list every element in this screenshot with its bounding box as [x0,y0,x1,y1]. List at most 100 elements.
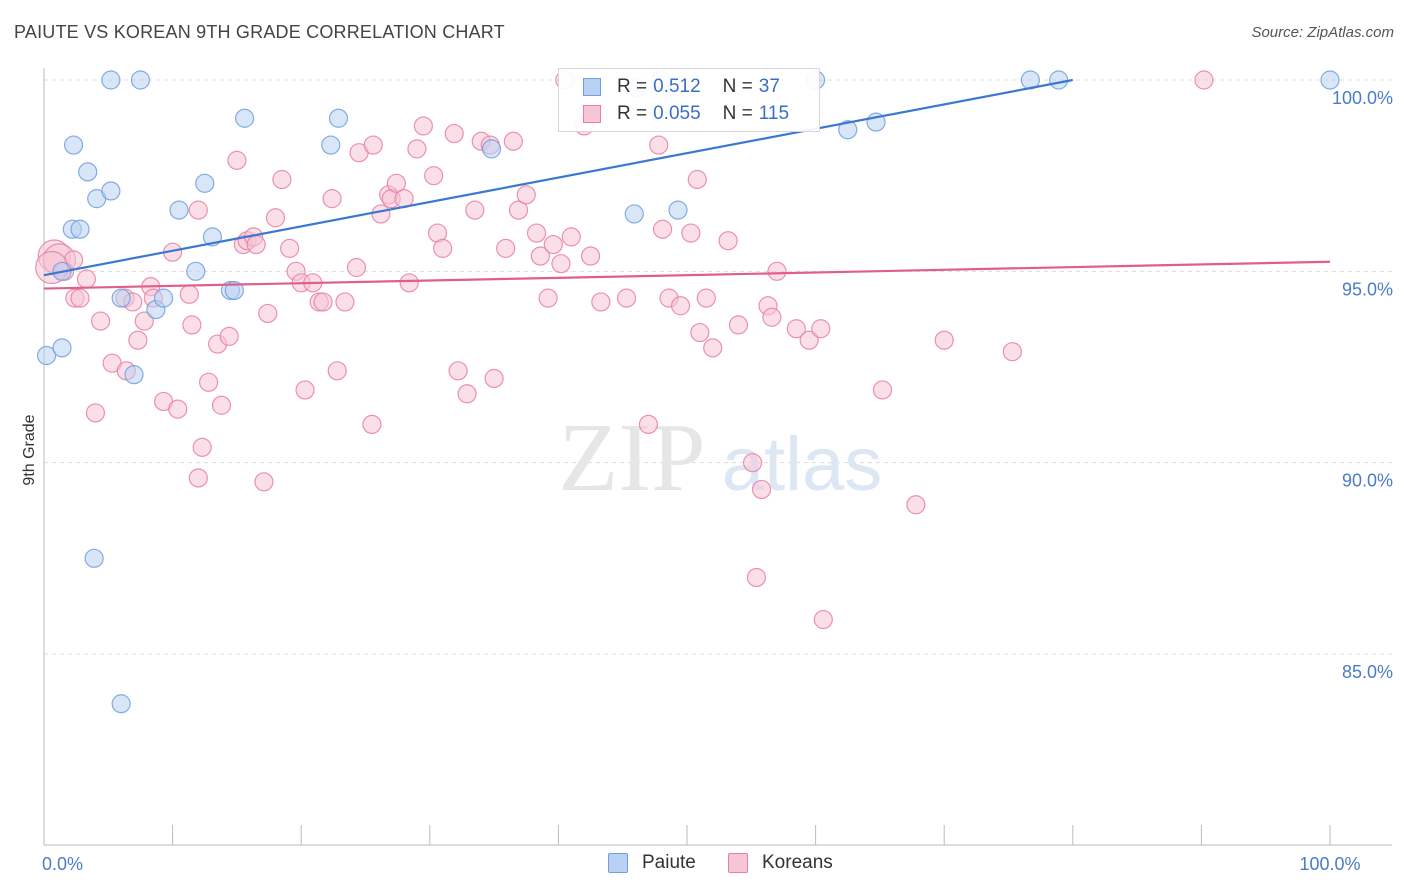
paiute-point [124,365,144,385]
koreans-point [346,257,367,278]
koreans-point [591,292,611,312]
koreans-point [751,479,772,500]
koreans-point [718,231,738,251]
paiute-point [195,173,215,193]
koreans-point [799,330,819,350]
koreans-point [742,453,763,473]
koreans-point [322,189,342,209]
koreans-point [786,319,806,339]
koreans-point [813,609,833,630]
paiute-point [224,280,244,301]
trend-lines [43,78,1331,290]
paiute-legend-label: Paiute [642,852,696,873]
r-value: 0.055 [653,103,701,124]
chart-title: PAIUTE VS KOREAN 9TH GRADE CORRELATION C… [14,22,505,42]
n-label: N = [722,103,753,124]
paiute-point [63,135,84,155]
paiute-point [84,548,104,568]
koreans-point [906,495,926,515]
koreans-point [457,384,477,404]
koreans-point [90,311,111,331]
paiute-point [624,204,644,224]
paiute-point [78,162,98,182]
koreans-point [134,311,154,331]
koreans-point [703,338,723,358]
koreans-point [484,368,504,389]
koreans-point [638,414,659,434]
watermark-zip: ZIP [559,404,706,512]
koreans-point [295,380,315,400]
koreans-point [313,292,333,312]
data-points [35,70,1340,714]
koreans-trend-line [43,260,1331,290]
paiute-point [169,200,189,220]
koreans-point [530,246,550,266]
koreans-point [551,254,571,274]
legend-row-paiute: R = 0.512 N = 37 [583,74,780,100]
koreans-point [811,319,831,339]
paiute-point [70,219,90,239]
r-label: R = [617,103,648,124]
stats-legend: R = 0.512 N = 37 R = 0.055 N = 115 [558,68,820,132]
x-tick-label: 100.0% [1299,854,1360,874]
koreans-swatch [583,105,601,123]
koreans-point [192,437,212,457]
koreans-point [746,567,767,588]
koreans-point [696,288,716,308]
series-legend: Paiute Koreans [0,852,1406,878]
koreans-point [265,208,286,228]
koreans-point [85,403,106,423]
koreans-point [652,219,673,239]
koreans-point [386,173,406,193]
koreans-point [182,315,202,335]
koreans-point [168,399,188,419]
legend-item-paiute[interactable]: Paiute [608,852,696,874]
koreans-point [371,204,391,224]
paiute-point [111,694,131,714]
koreans-point [399,273,419,293]
r-label: R = [617,76,648,97]
koreans-point [762,307,782,327]
koreans-point [543,234,563,255]
koreans-point [227,150,247,170]
koreans-point [70,288,90,308]
paiute-point [101,70,121,90]
koreans-legend-label: Koreans [762,852,833,873]
paiute-point [1049,70,1069,90]
koreans-point [580,246,601,266]
source-credit: Source: ZipAtlas.com [1251,24,1394,41]
n-label: N = [722,76,753,97]
koreans-point [538,288,558,308]
koreans-point [335,292,355,312]
koreans-legend-swatch [728,853,748,873]
koreans-point [465,200,485,220]
koreans-point [448,361,468,381]
paiute-point [111,288,131,308]
axes [43,68,1392,846]
koreans-point [199,372,219,392]
x-tick-label: 0.0% [42,854,83,874]
koreans-point [616,288,637,308]
legend-item-koreans[interactable]: Koreans [728,852,833,874]
koreans-point [561,227,581,247]
koreans-point [254,472,274,492]
koreans-point [407,139,427,159]
watermark: ZIP atlas [559,404,883,512]
koreans-point [687,169,707,190]
koreans-point [872,380,893,400]
y-tick-label: 100.0% [1332,88,1393,108]
koreans-point [1002,342,1022,362]
koreans-point [728,315,749,335]
koreans-point [496,238,516,258]
n-value: 115 [758,103,790,124]
paiute-point [235,108,255,128]
r-value: 0.512 [653,76,701,97]
paiute-point [130,70,151,90]
paiute-point [36,345,57,366]
paiute-point [52,338,72,358]
koreans-point [503,131,523,151]
koreans-point [413,116,433,136]
grid-lines [44,79,1392,655]
koreans-point [272,169,292,190]
koreans-point [211,395,232,415]
